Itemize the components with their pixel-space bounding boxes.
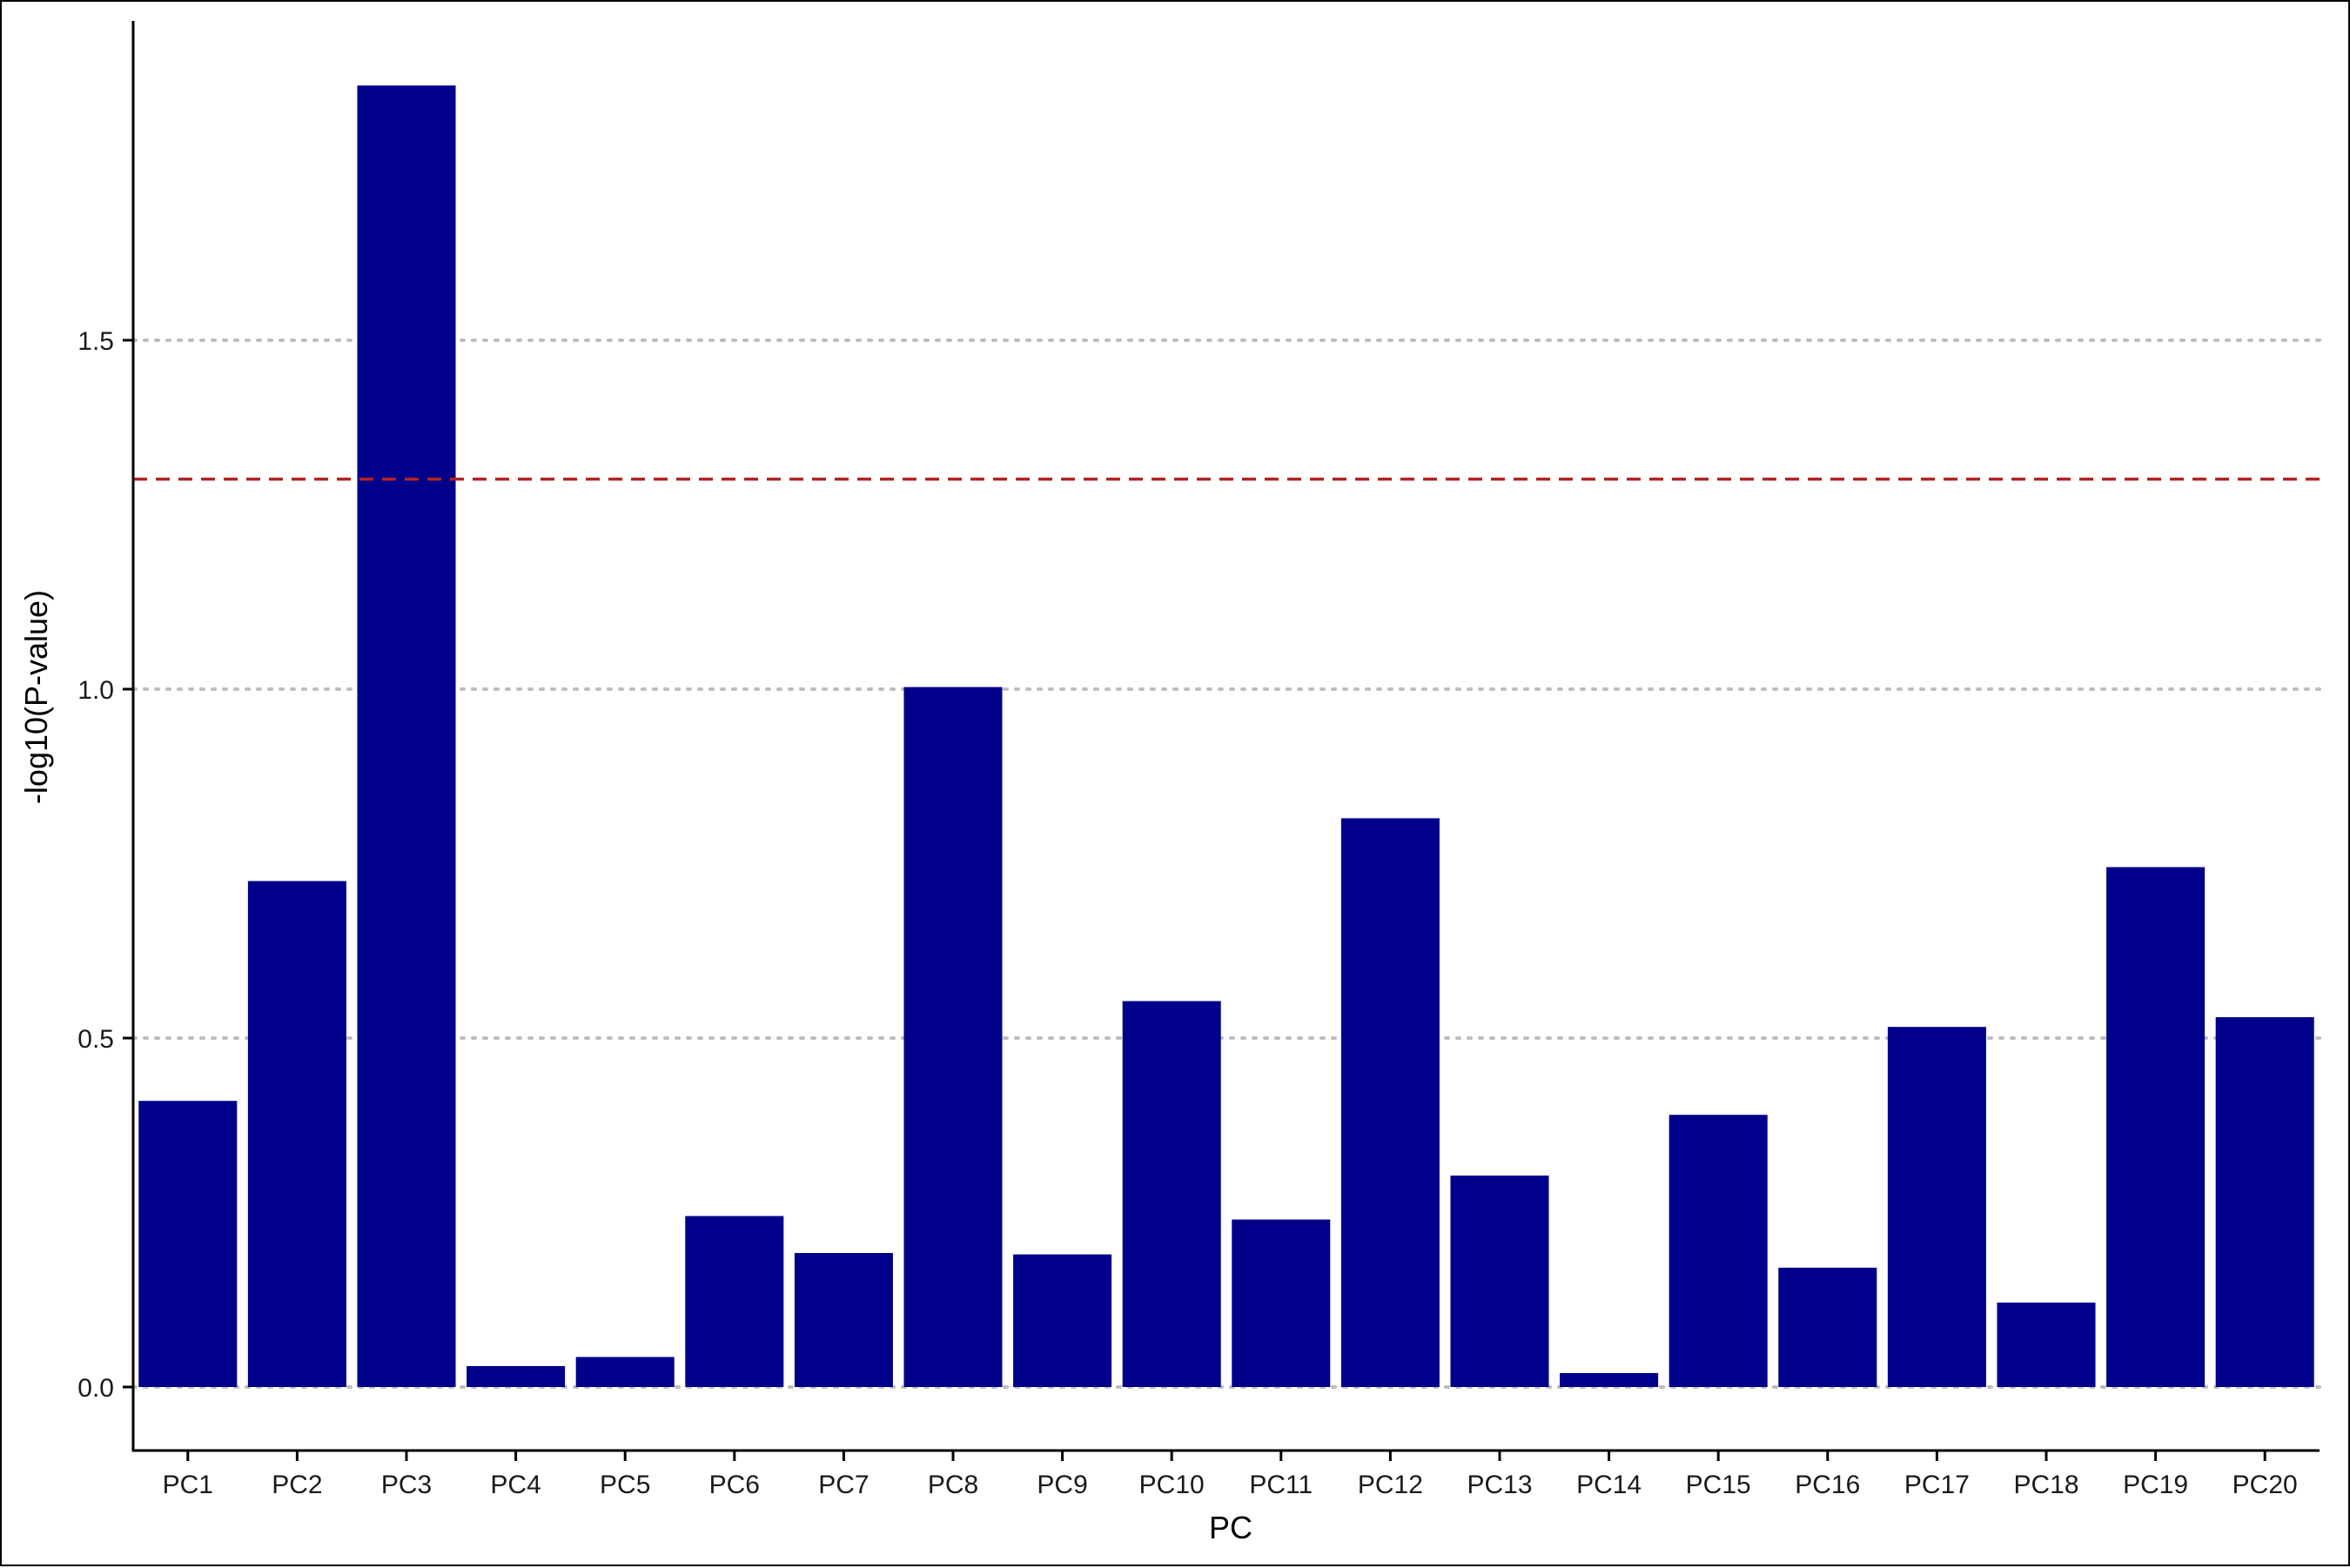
bar — [685, 1216, 784, 1387]
x-tick-label: PC15 — [1686, 1471, 1751, 1499]
x-tick-label: PC7 — [818, 1471, 869, 1499]
x-tick-label: PC2 — [272, 1471, 322, 1499]
y-tick-label: 0.0 — [77, 1374, 114, 1403]
y-tick-label: 1.5 — [77, 327, 114, 356]
x-tick-label: PC5 — [600, 1471, 650, 1499]
x-tick-label: PC6 — [709, 1471, 760, 1499]
x-tick-label: PC3 — [381, 1471, 432, 1499]
bar — [794, 1253, 893, 1387]
bar — [1232, 1219, 1331, 1387]
bar — [1668, 1115, 1768, 1387]
bar — [903, 687, 1003, 1387]
bar — [1122, 1001, 1221, 1387]
bar — [1450, 1175, 1549, 1387]
x-tick-label: PC8 — [928, 1471, 978, 1499]
bar — [1778, 1267, 1877, 1387]
x-tick-label: PC18 — [2013, 1471, 2078, 1499]
x-tick-label: PC11 — [1249, 1471, 1313, 1499]
x-tick-label: PC20 — [2232, 1471, 2298, 1499]
bar — [1013, 1254, 1112, 1387]
bars — [138, 85, 2314, 1387]
bar — [1887, 1027, 1986, 1387]
bar — [2215, 1016, 2314, 1387]
x-tick-label: PC16 — [1795, 1471, 1860, 1499]
y-axis-title: -log10(P-value) — [18, 590, 54, 804]
bar — [1560, 1372, 1659, 1387]
bar — [575, 1357, 675, 1387]
axes — [123, 21, 2320, 1461]
bar — [357, 85, 456, 1387]
x-tick-label: PC19 — [2123, 1471, 2188, 1499]
grid-lines — [131, 338, 2321, 1389]
bar — [1340, 818, 1440, 1387]
x-tick-label: PC12 — [1358, 1471, 1423, 1499]
x-tick-label: PC4 — [490, 1471, 540, 1499]
y-tick-label: 1.0 — [77, 676, 114, 705]
x-tick-label: PC9 — [1037, 1471, 1087, 1499]
y-tick-label: 0.5 — [77, 1025, 114, 1054]
x-axis-title: PC — [1209, 1510, 1252, 1545]
bar — [2106, 867, 2206, 1387]
x-tick-label: PC13 — [1467, 1471, 1532, 1499]
bar — [1997, 1302, 2096, 1387]
tick-labels: 0.0 0.5 1.0 1.5 PC1 PC2 PC3 PC4 PC5 PC6 PC7 PC8 PC9 P… — [77, 327, 2297, 1499]
x-tick-label: PC10 — [1139, 1471, 1205, 1499]
bar — [247, 881, 346, 1387]
bar — [138, 1101, 238, 1387]
x-tick-label: PC14 — [1576, 1471, 1642, 1499]
x-tick-label: PC1 — [163, 1471, 213, 1499]
bar — [467, 1365, 566, 1387]
x-tick-label: PC17 — [1904, 1471, 1970, 1499]
